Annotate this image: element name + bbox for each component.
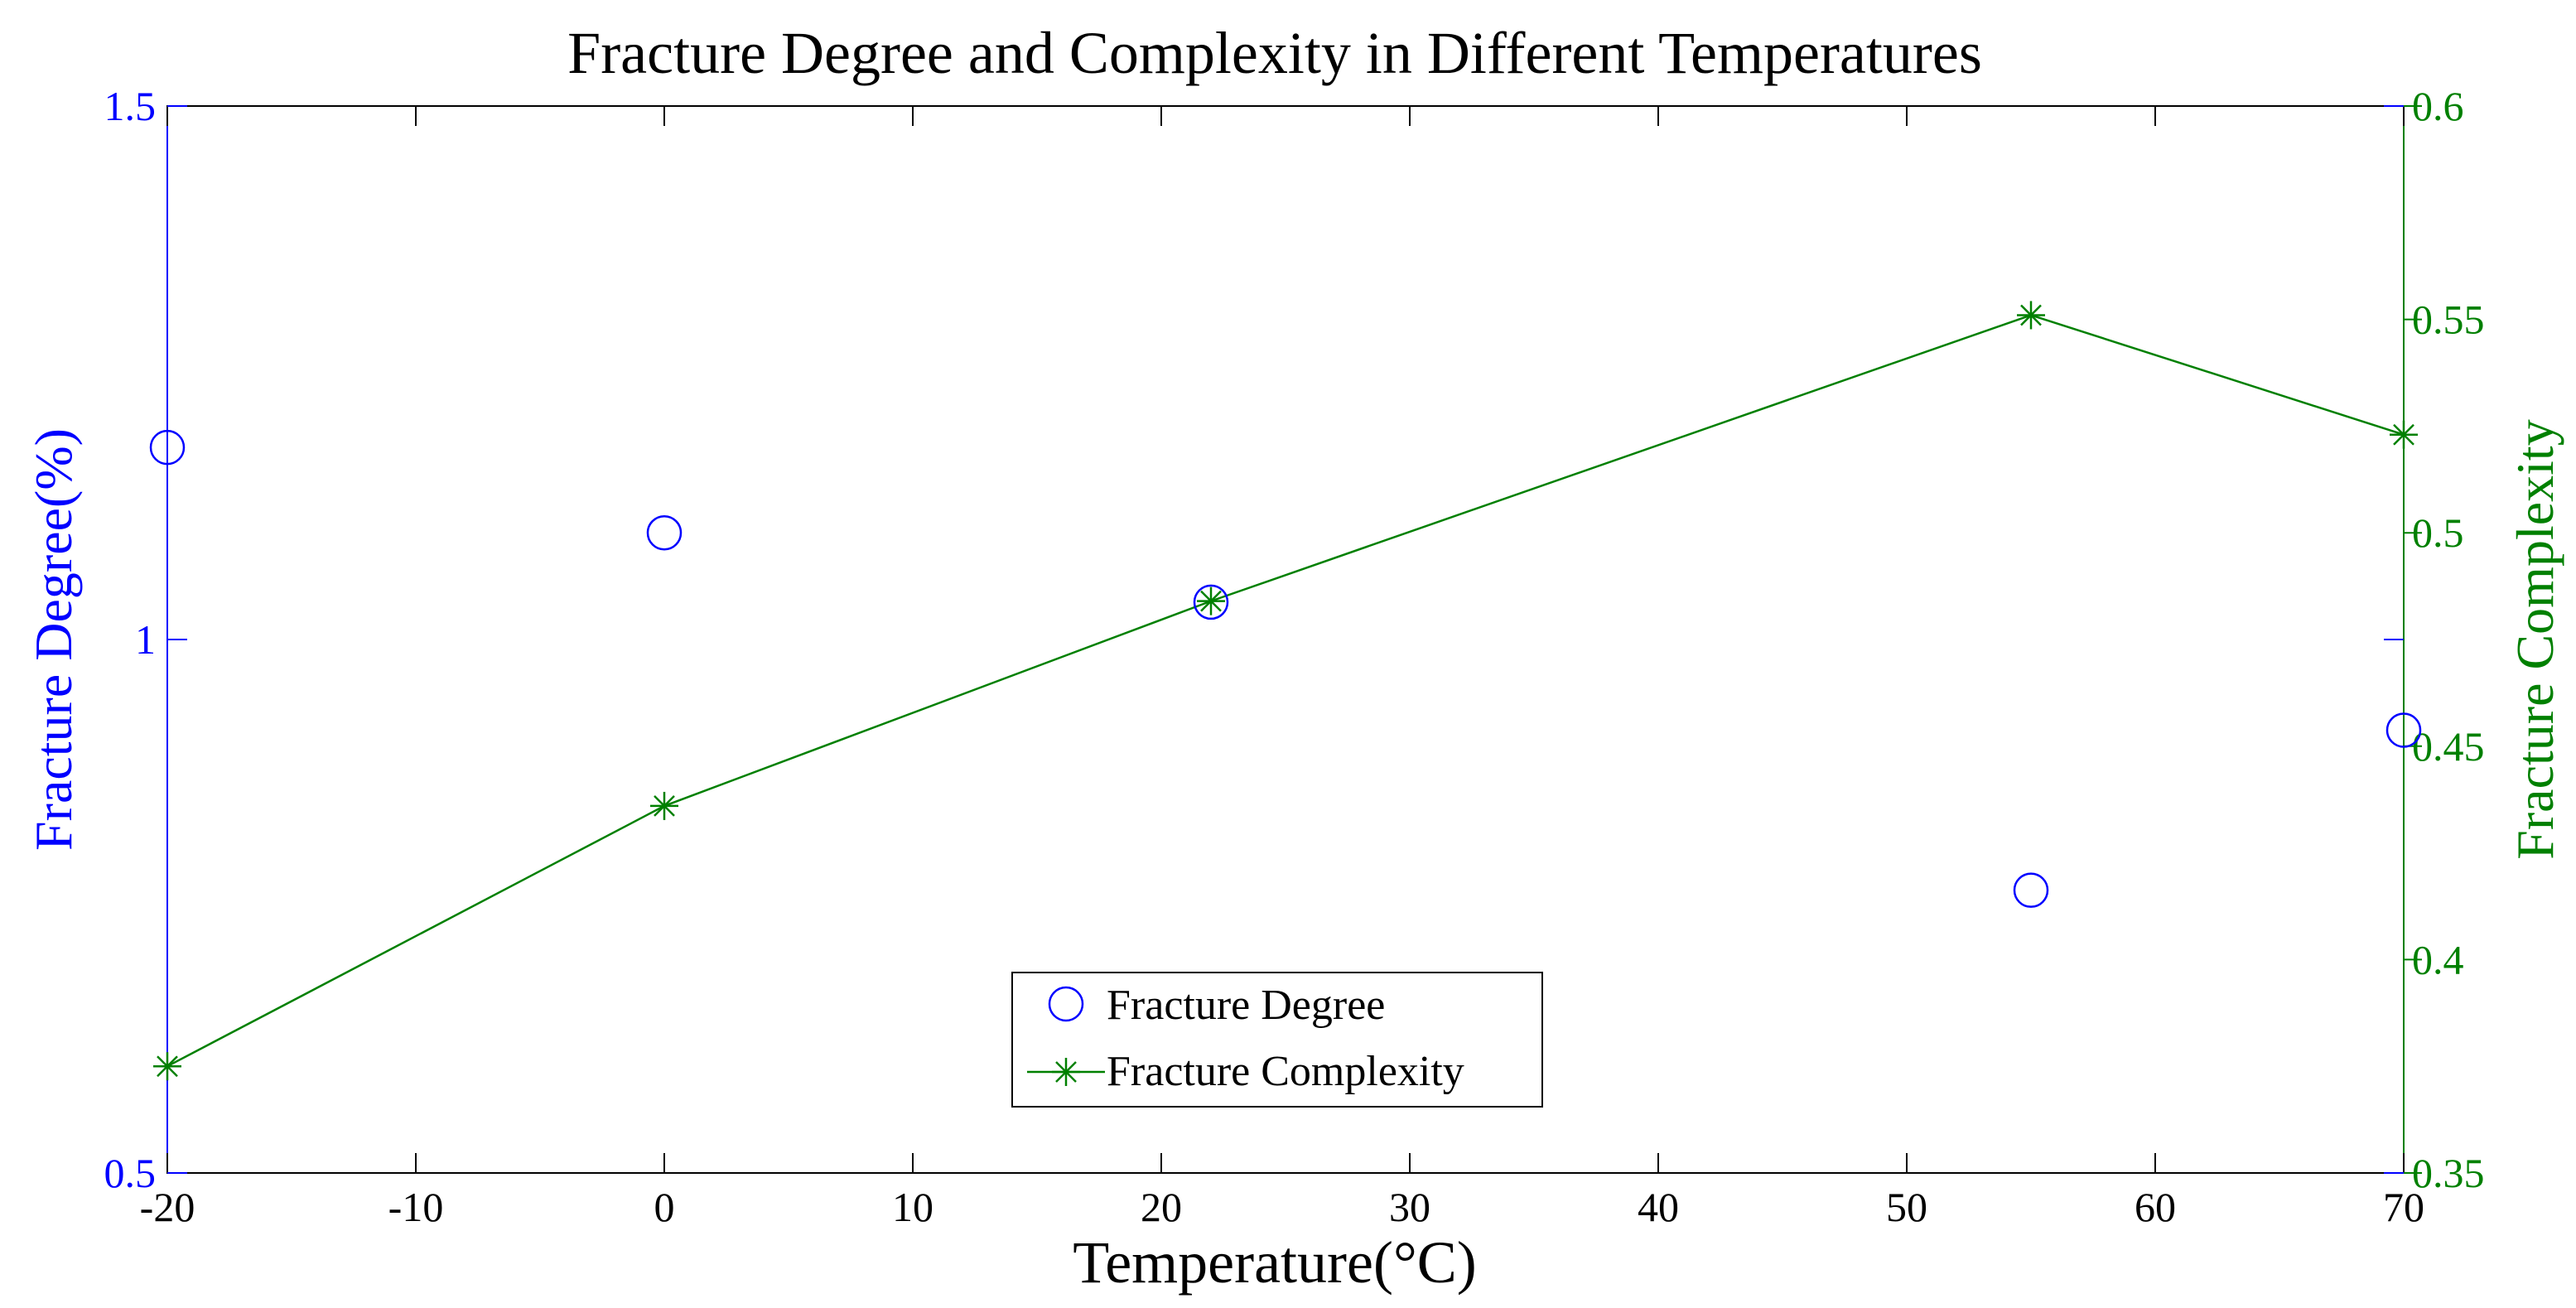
complexity-point-70 — [2390, 420, 2418, 449]
legend-box — [1011, 972, 1543, 1108]
legend-marker-fracture-degree — [1048, 986, 1084, 1022]
series-layer — [149, 301, 2422, 1081]
right-axis-ticks: 0.35 0.4 0.45 0.5 0.55 0.6 — [2404, 83, 2485, 1196]
complexity-point-0 — [650, 791, 678, 820]
left-tick-label-1: 1 — [135, 616, 156, 663]
left-tick-label-1-5: 1.5 — [104, 83, 157, 129]
left-axis-label: Fracture Degree(%) — [24, 428, 83, 851]
degree-point-22 — [1193, 584, 1229, 620]
right-tick-label-0-4: 0.4 — [2412, 936, 2464, 982]
legend-star-marker — [1052, 1058, 1080, 1086]
legend-marker-fracture-complexity — [1027, 1058, 1105, 1086]
x-tick-label-20: -20 — [140, 1184, 195, 1230]
x-tick-label-10: 10 — [892, 1184, 933, 1230]
right-axis-label: Fracture Complexity — [2506, 419, 2564, 859]
chart-title: Fracture Degree and Complexity in Differ… — [567, 20, 1982, 86]
right-tick-label-0-55: 0.55 — [2412, 297, 2485, 343]
x-tick-label-0: 0 — [654, 1184, 675, 1230]
degree-point-55 — [2013, 872, 2049, 908]
complexity-point-20 — [153, 1052, 181, 1081]
x-axis-ticks: -20 -10 0 10 20 30 40 50 60 70 — [140, 106, 2424, 1230]
complexity-point-22 — [1197, 586, 1225, 615]
degree-point-20 — [149, 429, 186, 466]
legend-label-fracture-complexity: Fracture Complexity — [1107, 1048, 1464, 1095]
x-tick-label-60: 60 — [2135, 1184, 2176, 1230]
x-tick-label-70: 70 — [2383, 1184, 2424, 1230]
left-tick-label-0-5: 0.5 — [104, 1150, 157, 1196]
left-axis-ticks: 0.5 1 1.5 — [104, 83, 2404, 1196]
degree-point-0 — [646, 514, 683, 551]
legend-circle-marker — [1048, 986, 1084, 1022]
right-tick-label-0-35: 0.35 — [2412, 1150, 2485, 1196]
complexity-point-55 — [2017, 301, 2045, 330]
x-tick-label-30: 30 — [1389, 1184, 1430, 1230]
degree-point-70 — [2385, 712, 2422, 748]
x-tick-label-40: 40 — [1638, 1184, 1679, 1230]
right-tick-label-0-45: 0.45 — [2412, 723, 2485, 770]
x-tick-label-10: -10 — [388, 1184, 444, 1230]
x-tick-label-20: 20 — [1141, 1184, 1182, 1230]
right-tick-label-0-5: 0.5 — [2412, 509, 2464, 556]
right-tick-label-0-6: 0.6 — [2412, 83, 2464, 129]
legend-label-fracture-degree: Fracture Degree — [1107, 982, 1385, 1029]
x-axis-label: Temperature(°C) — [1073, 1229, 1477, 1296]
legend: Fracture Degree Fracture Complexity — [1011, 972, 1543, 1108]
x-tick-label-50: 50 — [1886, 1184, 1927, 1230]
